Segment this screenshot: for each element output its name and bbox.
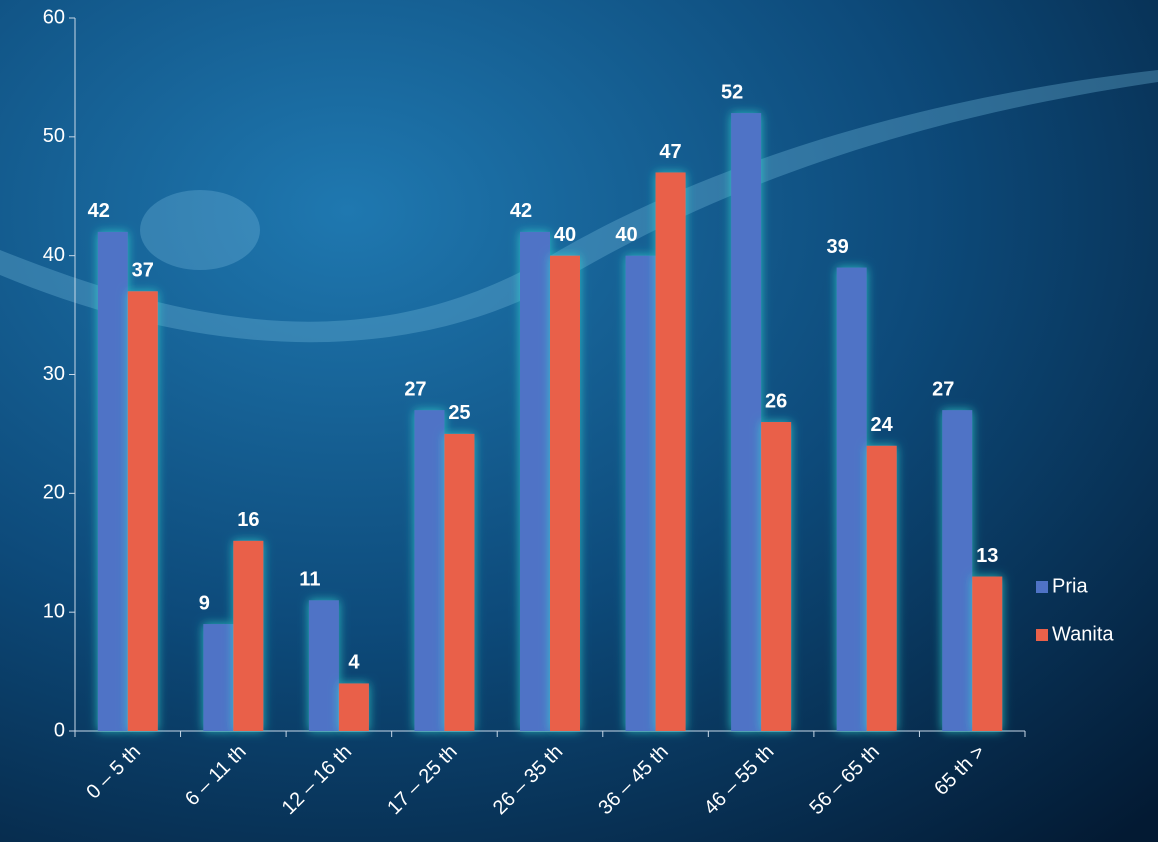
y-tick-label: 20 <box>43 482 65 504</box>
water-drop <box>140 190 260 270</box>
bar <box>655 172 686 731</box>
value-label: 47 <box>659 141 681 163</box>
value-label: 42 <box>510 200 532 222</box>
value-label: 26 <box>765 390 787 412</box>
value-label: 52 <box>721 81 743 103</box>
bar <box>414 410 445 731</box>
legend-swatch <box>1036 629 1048 641</box>
value-label: 4 <box>348 652 360 674</box>
value-label: 39 <box>827 236 849 258</box>
bar <box>203 624 234 731</box>
bar <box>444 433 475 731</box>
bar <box>942 410 973 731</box>
bar <box>520 231 550 731</box>
y-tick-label: 40 <box>43 244 65 266</box>
y-tick-label: 50 <box>43 125 65 147</box>
value-label: 27 <box>404 378 426 400</box>
value-label: 16 <box>237 509 259 531</box>
value-label: 27 <box>932 378 954 400</box>
bar <box>836 267 867 731</box>
y-tick-label: 60 <box>43 6 65 28</box>
legend-label: Wanita <box>1052 623 1114 645</box>
legend-swatch <box>1036 581 1048 593</box>
value-label: 40 <box>615 224 637 246</box>
bar <box>625 255 656 731</box>
bar <box>97 231 128 731</box>
y-tick-label: 0 <box>54 719 65 741</box>
bar <box>308 600 339 731</box>
value-label: 40 <box>554 224 576 246</box>
value-label: 42 <box>88 200 110 222</box>
value-label: 25 <box>448 402 470 424</box>
value-label: 37 <box>132 260 154 282</box>
bar <box>972 576 1003 731</box>
bar <box>338 683 369 731</box>
bar <box>866 445 897 731</box>
bar <box>233 540 264 731</box>
wave-decoration <box>0 70 1158 343</box>
value-label: 9 <box>199 592 210 614</box>
value-label: 11 <box>299 569 320 591</box>
bar <box>127 291 158 731</box>
y-tick-label: 10 <box>43 600 65 622</box>
value-label: 13 <box>976 545 998 567</box>
legend-label: Pria <box>1052 575 1088 597</box>
bar <box>761 422 792 731</box>
value-label: 24 <box>871 414 894 436</box>
bar <box>731 113 762 732</box>
bar <box>550 255 580 731</box>
y-tick-label: 30 <box>43 363 65 385</box>
